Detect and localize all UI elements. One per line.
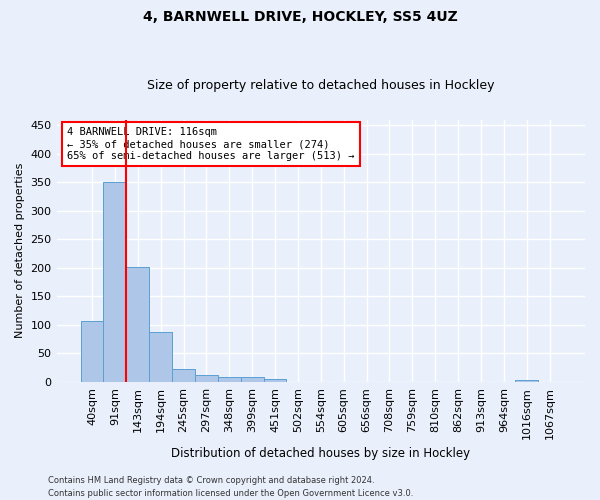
Text: Contains HM Land Registry data © Crown copyright and database right 2024.
Contai: Contains HM Land Registry data © Crown c… — [48, 476, 413, 498]
Text: 4 BARNWELL DRIVE: 116sqm
← 35% of detached houses are smaller (274)
65% of semi-: 4 BARNWELL DRIVE: 116sqm ← 35% of detach… — [67, 128, 355, 160]
Bar — [103, 182, 127, 382]
X-axis label: Distribution of detached houses by size in Hockley: Distribution of detached houses by size … — [171, 447, 470, 460]
Y-axis label: Number of detached properties: Number of detached properties — [15, 163, 25, 338]
Bar — [172, 370, 195, 382]
Bar — [195, 374, 218, 382]
Bar — [263, 379, 286, 382]
Bar — [80, 321, 103, 382]
Title: Size of property relative to detached houses in Hockley: Size of property relative to detached ho… — [147, 79, 494, 92]
Bar — [515, 380, 538, 382]
Bar — [149, 332, 172, 382]
Bar — [127, 266, 149, 382]
Bar — [241, 378, 263, 382]
Text: 4, BARNWELL DRIVE, HOCKLEY, SS5 4UZ: 4, BARNWELL DRIVE, HOCKLEY, SS5 4UZ — [143, 10, 457, 24]
Bar — [218, 378, 241, 382]
